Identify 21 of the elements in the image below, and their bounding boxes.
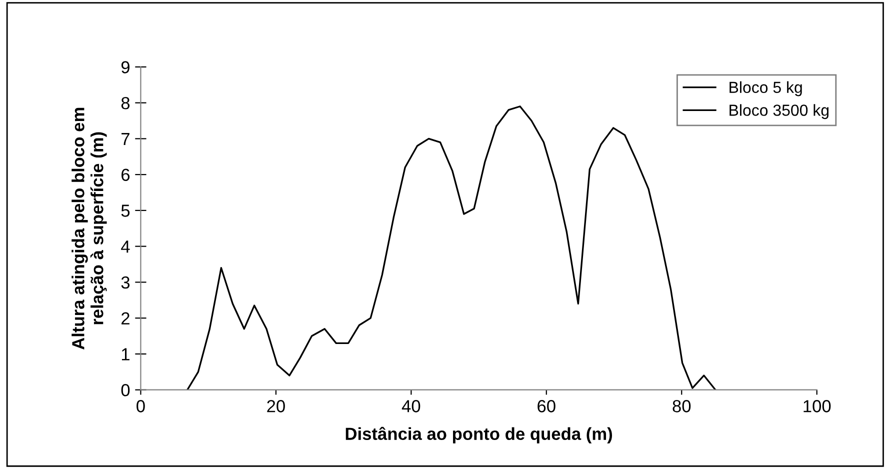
y-tick-label: 3	[121, 276, 130, 289]
x-tick-label: 80	[672, 400, 691, 412]
line-series	[186, 106, 716, 390]
legend-label: Bloco 3500 kg	[730, 104, 829, 120]
x-tick-label: 20	[267, 400, 285, 412]
y-tick-label: 0	[121, 384, 130, 396]
x-tick-label: 100	[804, 400, 831, 412]
y-tick-label: 6	[122, 168, 130, 182]
y-tick-label: 5	[121, 204, 130, 217]
legend-label: Bloco 5 kg	[730, 81, 802, 96]
x-tick-label: 40	[402, 400, 420, 412]
y-tick-label: 7	[122, 133, 130, 145]
y-tick-label: 4	[121, 240, 130, 253]
y-tick-label: 8	[121, 96, 130, 110]
y-axis-title: Altura atingida pelo bloco em relação à superfície (m)	[72, 108, 107, 350]
y-tick-label: 9	[121, 61, 130, 74]
x-axis-title: Distância ao ponto de queda (m)	[346, 426, 612, 444]
x-tick-label: 60	[538, 400, 556, 412]
y-tick-label: 1	[122, 348, 130, 360]
x-tick-label: 0	[136, 400, 145, 412]
y-tick-label: 2	[122, 312, 130, 324]
